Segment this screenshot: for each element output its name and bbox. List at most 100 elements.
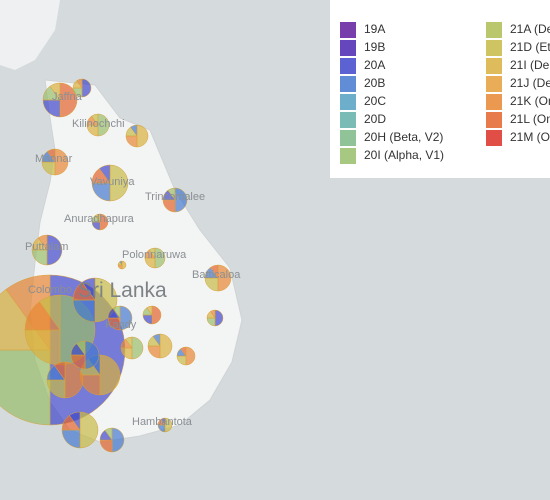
legend-label: 20I (Alpha, V1) <box>364 148 444 162</box>
legend-label: 21J (De <box>510 76 550 90</box>
legend-label: 19B <box>364 40 385 54</box>
legend-label: 20B <box>364 76 385 90</box>
legend-swatch <box>486 94 502 110</box>
legend-swatch <box>340 76 356 92</box>
legend-label: 20A <box>364 58 385 72</box>
pie-wedge <box>160 417 166 426</box>
legend-swatch <box>340 40 356 56</box>
pie-wedge <box>164 417 173 433</box>
legend-label: 21D (Et <box>510 40 550 54</box>
pie-wedge <box>174 187 188 213</box>
pie-wedge <box>61 429 81 449</box>
pie-wedge <box>99 439 113 453</box>
place-label: Puttalam <box>25 241 68 253</box>
pie-wedge <box>185 346 196 366</box>
pie-wedge <box>91 113 99 126</box>
pie-wedge <box>76 78 83 89</box>
place-label: Batticaloa <box>192 269 241 281</box>
place-label: Vavuniya <box>90 176 135 188</box>
pie-wedge <box>109 164 129 202</box>
pie-wedge <box>130 124 138 137</box>
pie-wedge <box>59 82 78 118</box>
pie-wedge <box>125 336 133 349</box>
legend: 19A 19B 20A 20B 20C 20D 20H (Beta, V2) 20I (Alp… <box>330 0 550 178</box>
legend-label: 21K (Om <box>510 94 550 108</box>
legend-swatch <box>486 76 502 92</box>
pie-wedge <box>119 305 133 331</box>
pie-wedge <box>148 247 156 259</box>
legend-swatch <box>340 94 356 110</box>
pie-wedge <box>97 113 110 137</box>
pie-wedge <box>37 234 48 251</box>
pie-wedge <box>84 340 100 370</box>
pie-wedge <box>159 333 173 359</box>
pie-wedge <box>210 264 219 279</box>
pie-wedge <box>54 361 66 381</box>
place-label: Hambantota <box>132 416 193 428</box>
pie-wedge <box>104 427 113 441</box>
place-label: Kilinochchi <box>72 118 125 130</box>
legend-label: 21L (Om <box>510 112 550 126</box>
pie-wedge <box>99 213 109 231</box>
legend-swatch <box>340 130 356 146</box>
pie-wedge <box>217 264 232 292</box>
pie-wedge <box>81 277 96 301</box>
place-label: Colombo <box>28 284 72 296</box>
legend-swatch <box>486 112 502 128</box>
pie-wedge <box>76 340 86 356</box>
pie-wedge <box>99 354 121 396</box>
legend-swatch <box>486 58 502 74</box>
legend-label: 21I (Del <box>510 58 550 72</box>
pie-wedge <box>180 346 187 357</box>
pie-wedge <box>214 309 224 327</box>
pie-wedge <box>94 213 101 223</box>
pie-wedge <box>146 305 153 316</box>
legend-label: 20D <box>364 112 386 126</box>
legend-swatch <box>486 22 502 38</box>
legend-swatch <box>340 58 356 74</box>
legend-swatch <box>340 22 356 38</box>
pie-wedge <box>0 349 51 426</box>
pie-wedge <box>152 333 161 347</box>
pie-wedge <box>46 234 63 266</box>
place-label: Polonnaruwa <box>122 249 187 261</box>
legend-swatch <box>486 130 502 146</box>
pie-wedge <box>154 247 166 269</box>
country-label: Sri Lanka <box>78 279 167 302</box>
pie-wedge <box>72 299 96 323</box>
pie-wedge <box>47 148 56 163</box>
pie-wedge <box>151 305 162 325</box>
pie-wedge <box>131 336 144 360</box>
legend-label: 19A <box>364 22 385 36</box>
pie-wedge <box>54 148 69 176</box>
legend-swatch <box>340 148 356 164</box>
pie-wedge <box>112 305 121 319</box>
place-label: Mannar <box>35 153 73 165</box>
pie-wedge <box>69 411 81 431</box>
pie-wedge <box>79 411 99 449</box>
mainland <box>0 0 60 70</box>
pie-wedge <box>209 309 216 319</box>
pie-wedge <box>167 187 176 201</box>
place-label: Trincomalee <box>145 191 205 203</box>
pie-wedge <box>111 427 125 453</box>
legend-label: 21A (De <box>510 22 550 36</box>
pie-wedge <box>64 361 84 399</box>
pie-wedge <box>119 260 123 266</box>
pie-wedge <box>49 82 61 101</box>
pie-wedge <box>99 164 111 184</box>
legend-label: 20C <box>364 94 386 108</box>
legend-swatch <box>486 40 502 56</box>
place-label: Anuradhapura <box>64 213 135 225</box>
legend-label: 20H (Beta, V2) <box>364 130 443 144</box>
place-label: Kandy <box>105 319 137 331</box>
pie-wedge <box>39 294 61 331</box>
place-label: Jaffna <box>52 91 83 103</box>
pie-markers <box>0 78 232 453</box>
legend-items: 19A 19B 20A 20B 20C 20D 20H (Beta, V2) 20I (Alp… <box>340 22 550 164</box>
legend-swatch <box>340 112 356 128</box>
pie-wedge <box>136 124 149 148</box>
pie-wedge <box>81 78 92 98</box>
